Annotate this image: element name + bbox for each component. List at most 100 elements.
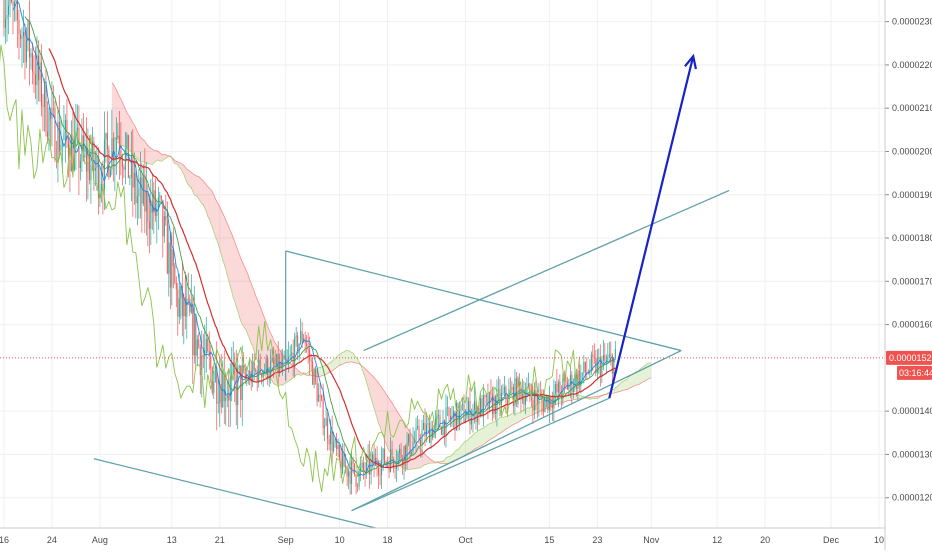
candle-body — [524, 396, 526, 405]
x-tick-label: Dec — [823, 535, 840, 545]
candle-body — [136, 196, 138, 204]
candle-body — [25, 40, 27, 63]
candle-body — [232, 362, 234, 372]
candle-body — [181, 285, 183, 317]
candle-body — [159, 195, 161, 198]
candle-body — [592, 354, 594, 357]
cloud-segment — [618, 382, 622, 392]
cloud-segment — [147, 145, 151, 165]
candle-body — [171, 248, 173, 288]
candle-body — [412, 441, 414, 452]
candle-body — [469, 400, 471, 425]
candle-body — [13, 1, 15, 7]
cloud-segment — [120, 99, 124, 147]
y-tick-label: 0.00002000 — [892, 146, 932, 156]
candle-body — [238, 365, 240, 368]
cloud-segment — [195, 175, 199, 199]
cloud-segment — [228, 226, 232, 292]
candle-body — [610, 354, 612, 356]
candle-body — [196, 339, 198, 356]
cloud-segment — [249, 279, 253, 347]
candle-body — [237, 367, 239, 405]
candle-body — [108, 149, 110, 178]
candle-body — [429, 422, 431, 443]
candle-body — [427, 422, 429, 425]
cloud-segment — [456, 448, 460, 461]
countdown-label: 03:16:44 — [899, 368, 932, 378]
trendline-drawings[interactable] — [93, 53, 730, 529]
candle-body — [349, 471, 351, 484]
candle-body — [133, 172, 135, 188]
cloud-segment — [111, 82, 115, 139]
candle-body — [138, 188, 140, 197]
candle-body — [165, 215, 167, 221]
cloud-segment — [336, 354, 340, 368]
candle-body — [527, 383, 529, 388]
candle-body — [400, 448, 402, 459]
forecast-arrow-head — [684, 53, 697, 70]
candle-body — [417, 426, 419, 428]
y-tick-label: 0.00001400 — [892, 406, 932, 416]
candle-body — [205, 338, 207, 355]
candle-body — [6, 14, 8, 19]
cloud-segment — [417, 445, 421, 469]
cloud-segment — [513, 413, 517, 425]
candle-body — [3, 0, 5, 28]
candle-body — [547, 395, 549, 411]
last-price-tag: 0.00001523 03:16:44 — [886, 350, 932, 380]
candle-body — [174, 265, 176, 284]
candle-body — [228, 395, 230, 401]
candle-body — [168, 242, 170, 274]
cloud-segment — [135, 128, 139, 161]
candle-body — [60, 144, 62, 152]
candle-body — [253, 362, 255, 371]
candle-body — [391, 449, 393, 459]
candle-body — [58, 121, 60, 152]
candle-body — [426, 424, 428, 437]
candle-body — [94, 167, 96, 171]
x-tick-label: 15 — [544, 535, 554, 545]
candle-body — [482, 395, 484, 417]
y-tick-label: 0.00002200 — [892, 60, 932, 70]
candle-body — [235, 375, 237, 405]
cloud-segment — [366, 369, 370, 394]
candle-body — [318, 394, 320, 402]
candle-body — [346, 466, 348, 477]
cloud-segment — [297, 369, 301, 376]
conversion-line — [12, 0, 616, 477]
candle-body — [145, 191, 147, 212]
candle-body — [249, 370, 251, 381]
candle-body — [387, 461, 389, 463]
candle-body — [478, 407, 480, 416]
candle-body — [243, 364, 245, 371]
cloud-segment — [264, 318, 268, 379]
candles — [3, 0, 616, 495]
candle-body — [580, 372, 582, 387]
candle-body — [500, 392, 502, 405]
candle-body — [216, 366, 218, 404]
candle-body — [551, 405, 553, 409]
cloud-segment — [333, 357, 337, 370]
candle-body — [261, 373, 263, 378]
cloud-segment — [519, 410, 523, 422]
candle-body — [457, 403, 459, 424]
candle-body — [280, 361, 282, 367]
candle-body — [294, 337, 296, 367]
cloud-segment — [159, 152, 163, 162]
candle-body — [307, 346, 309, 350]
candle-body — [189, 299, 191, 313]
candle-body — [342, 451, 344, 473]
candle-body — [78, 127, 80, 169]
candle-body — [208, 351, 210, 357]
candle-body — [340, 458, 342, 473]
candle-body — [270, 360, 272, 377]
candle-body — [443, 420, 445, 436]
cloud-segment — [309, 370, 313, 376]
candle-body — [295, 335, 297, 338]
y-tick-label: 0.00001700 — [892, 276, 932, 286]
candle-body — [403, 446, 405, 466]
candle-body — [384, 448, 386, 464]
cloud-segment — [234, 241, 238, 311]
